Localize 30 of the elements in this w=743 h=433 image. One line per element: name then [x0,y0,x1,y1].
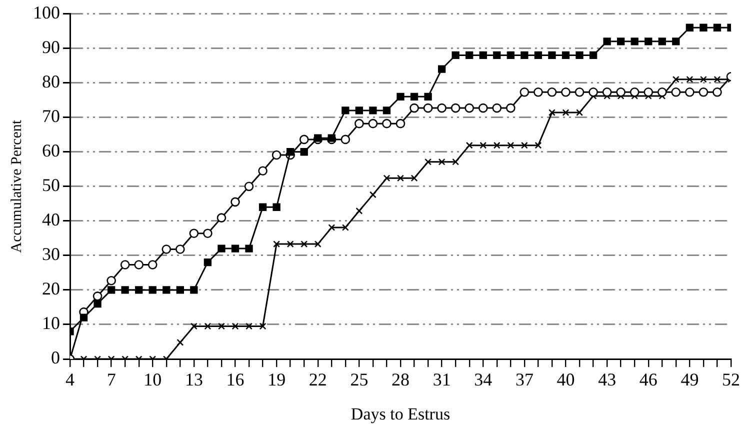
y-tick-label: 90 [42,37,60,58]
y-axis-title: Accumulative Percent [8,119,25,253]
x-tick-label: 52 [722,370,740,390]
x-tick-label: 4 [66,370,74,390]
x-tick-label: 40 [556,370,575,390]
y-tick-label: 70 [42,106,60,126]
x-tick-label: 10 [144,370,162,390]
x-tick-label: 16 [226,370,244,390]
y-tick-label: 80 [42,72,60,92]
x-axis-title: Days to Estrus [350,404,450,424]
y-tick-label: 30 [42,244,60,264]
x-tick-label: 43 [598,370,616,390]
y-tick-label: 50 [42,175,60,196]
y-tick-label: 40 [42,210,60,230]
x-tick-label: 28 [392,370,410,390]
x-tick-label: 22 [308,370,327,390]
y-tick-label: 20 [42,278,60,299]
x-tick-label: 19 [268,370,286,390]
x-tick-label: 31 [432,370,451,390]
x-tick-label: 25 [350,370,368,390]
y-tick-label: 60 [42,140,60,161]
x-tick-label: 13 [184,370,203,390]
y-tick-label: 0 [51,348,60,368]
y-tick-label: 10 [42,313,60,334]
x-tick-label: 46 [639,370,658,390]
y-tick-label: 100 [33,2,60,23]
x-tick-label: 7 [106,370,116,390]
x-tick-label: 49 [680,370,699,390]
x-tick-label: 34 [474,370,492,390]
x-tick-label: 37 [515,370,534,390]
